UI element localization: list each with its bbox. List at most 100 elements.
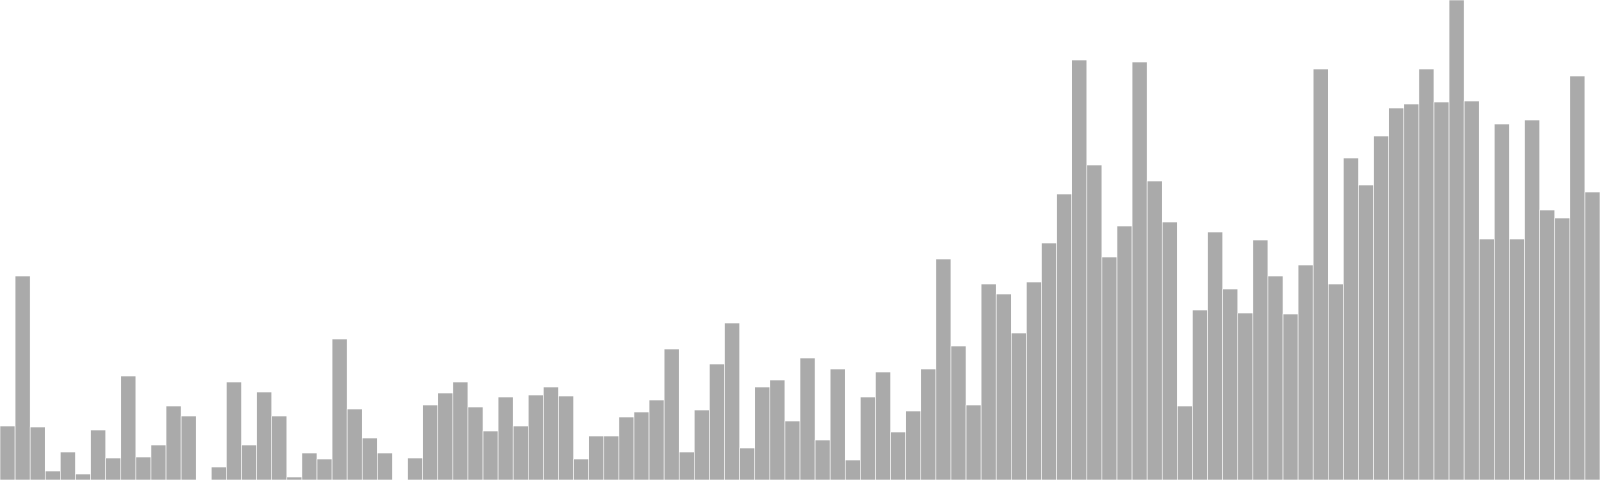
bar-12 xyxy=(180,415,197,480)
bar-41 xyxy=(618,416,635,480)
bar-91 xyxy=(1373,135,1389,480)
bar-47 xyxy=(709,363,725,480)
bar-43 xyxy=(648,399,665,480)
bar-70 xyxy=(1056,193,1072,480)
bar-20 xyxy=(301,452,318,480)
bar-45 xyxy=(678,451,695,480)
bar-104 xyxy=(1569,75,1586,480)
bar-39 xyxy=(588,435,605,480)
bar-83 xyxy=(1252,239,1269,480)
bar-0 xyxy=(0,425,16,480)
bar-36 xyxy=(543,386,559,480)
bar-73 xyxy=(1101,256,1118,480)
bar-105 xyxy=(1584,191,1600,480)
bar-40 xyxy=(603,435,620,480)
bar-57 xyxy=(860,396,876,480)
bar-5 xyxy=(75,473,91,480)
bar-71 xyxy=(1071,59,1088,480)
bar-38 xyxy=(573,458,589,480)
bar-27 xyxy=(407,457,423,480)
bar-87 xyxy=(1312,68,1329,480)
bar-3 xyxy=(44,470,61,480)
bar-77 xyxy=(1161,221,1178,480)
bar-6 xyxy=(90,429,106,480)
bar-55 xyxy=(829,368,846,480)
bar-101 xyxy=(1524,119,1540,480)
bar-72 xyxy=(1086,164,1103,480)
bar-28 xyxy=(422,404,439,480)
bar-8 xyxy=(120,375,137,480)
bar-53 xyxy=(799,357,816,480)
bar-79 xyxy=(1192,309,1208,480)
bar-75 xyxy=(1131,61,1148,480)
bar-17 xyxy=(256,391,272,480)
bar-42 xyxy=(633,411,650,480)
bar-68 xyxy=(1026,281,1042,480)
bar-51 xyxy=(769,379,786,480)
bar-11 xyxy=(165,405,182,480)
bar-88 xyxy=(1328,283,1344,480)
bar-89 xyxy=(1343,157,1359,480)
bar-31 xyxy=(467,406,484,480)
bar-54 xyxy=(814,439,831,480)
bar-63 xyxy=(950,345,967,480)
bar-37 xyxy=(558,395,574,480)
bar-100 xyxy=(1509,238,1525,480)
bar-23 xyxy=(346,408,363,480)
bar-74 xyxy=(1116,225,1133,480)
bar-81 xyxy=(1222,288,1239,480)
bar-56 xyxy=(844,459,861,480)
bar-10 xyxy=(150,444,167,480)
bar-78 xyxy=(1177,405,1193,480)
bar-18 xyxy=(271,415,288,480)
bar-21 xyxy=(316,458,333,480)
bar-33 xyxy=(497,396,514,480)
bar-24 xyxy=(361,437,378,480)
bar-9 xyxy=(135,456,152,480)
bar-103 xyxy=(1554,217,1571,480)
bar-99 xyxy=(1494,123,1510,480)
bar-98 xyxy=(1478,238,1495,480)
bar-66 xyxy=(995,293,1012,480)
bar-64 xyxy=(965,404,982,480)
bar-22 xyxy=(331,338,348,480)
bar-46 xyxy=(694,409,710,480)
bar-92 xyxy=(1388,107,1405,480)
bar-25 xyxy=(377,452,393,480)
bar-97 xyxy=(1463,100,1480,480)
bar-102 xyxy=(1539,209,1556,480)
bar-85 xyxy=(1282,313,1299,480)
bar-61 xyxy=(920,368,937,480)
bar-29 xyxy=(437,392,454,480)
bar-2 xyxy=(29,426,46,480)
bar-94 xyxy=(1418,68,1435,480)
bar-60 xyxy=(905,410,922,480)
bar-52 xyxy=(784,420,801,480)
bar-62 xyxy=(935,258,952,480)
bar-16 xyxy=(241,444,257,480)
bar-30 xyxy=(452,381,469,480)
bar-32 xyxy=(482,430,499,480)
bar-67 xyxy=(1011,332,1027,480)
bar-59 xyxy=(890,431,906,480)
bar-14 xyxy=(211,466,227,480)
bar-1 xyxy=(14,275,31,480)
bar-49 xyxy=(739,447,756,480)
bar-44 xyxy=(663,348,680,480)
bar-96 xyxy=(1448,0,1465,480)
bar-82 xyxy=(1237,312,1254,480)
bar-84 xyxy=(1267,275,1284,480)
bar-86 xyxy=(1297,264,1314,480)
bar-65 xyxy=(980,283,997,480)
bar-15 xyxy=(226,381,242,480)
bar-48 xyxy=(724,322,740,480)
bar-50 xyxy=(754,386,771,480)
bar-90 xyxy=(1358,184,1374,480)
bar-69 xyxy=(1041,242,1057,480)
bar-95 xyxy=(1433,101,1450,480)
bar-93 xyxy=(1403,103,1420,480)
bar-34 xyxy=(512,425,529,480)
bar-35 xyxy=(527,394,544,480)
